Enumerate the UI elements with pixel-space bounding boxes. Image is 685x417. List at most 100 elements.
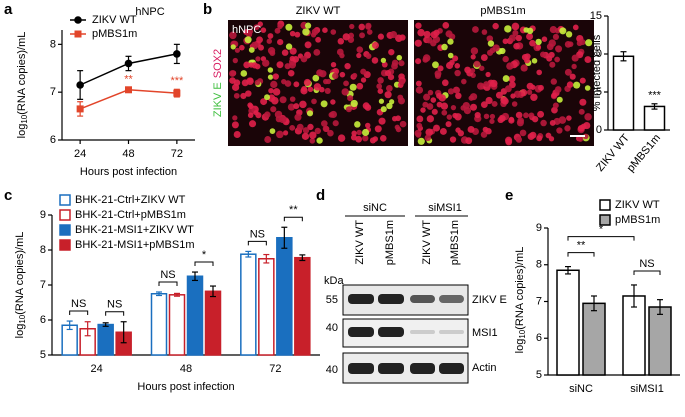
cell — [463, 106, 472, 115]
cell — [515, 136, 523, 143]
cell — [232, 57, 238, 64]
cell — [424, 134, 432, 142]
cell — [257, 21, 264, 27]
cell — [577, 136, 584, 142]
annotation: NS — [160, 269, 175, 281]
cell — [355, 135, 363, 143]
y-tick-label: 8 — [536, 259, 542, 271]
bar — [97, 323, 114, 356]
annotation: * — [202, 249, 207, 261]
cell — [554, 86, 562, 93]
cell — [339, 71, 346, 78]
cell — [519, 129, 527, 137]
cell — [330, 99, 336, 105]
cell — [453, 86, 461, 94]
legend-swatch — [59, 209, 71, 221]
cell — [388, 48, 395, 56]
cell — [541, 36, 548, 42]
cell — [457, 130, 464, 137]
cell — [432, 61, 439, 69]
chart-title: hNPC — [135, 6, 164, 18]
bar — [186, 275, 204, 356]
cell — [324, 87, 331, 94]
cell — [537, 110, 545, 118]
cell — [546, 43, 554, 51]
unit-label: kDa — [324, 275, 344, 287]
cell — [289, 55, 296, 62]
cell — [360, 77, 367, 83]
band-label: Actin — [472, 362, 496, 374]
cell — [447, 38, 454, 45]
x-tick-label: siMSI1 — [630, 383, 664, 395]
cell — [520, 64, 528, 72]
cell — [345, 106, 352, 113]
cell — [469, 93, 478, 101]
cell — [294, 113, 302, 121]
bar — [150, 293, 168, 356]
cell — [232, 115, 238, 121]
bar — [276, 237, 293, 356]
band-label: ZIKV E — [472, 294, 507, 306]
bracket — [69, 310, 89, 316]
marker-label: 40 — [326, 364, 338, 376]
cell — [430, 97, 437, 103]
bracket — [633, 270, 661, 275]
cell — [352, 72, 358, 79]
cell — [269, 128, 276, 135]
cell — [450, 104, 457, 111]
annotation: * — [599, 223, 604, 235]
cell — [386, 102, 393, 110]
cell — [469, 68, 476, 74]
cell — [519, 89, 528, 97]
cell — [516, 119, 524, 127]
cell — [423, 30, 431, 38]
cell — [446, 114, 453, 120]
y-tick-label: 15 — [590, 10, 602, 22]
cell — [573, 81, 581, 89]
cell — [316, 69, 324, 77]
cell — [264, 136, 272, 143]
legend-label: BHK-21-MSI1+pMBS1m — [75, 239, 195, 251]
image-label: hNPC — [232, 24, 261, 36]
cell — [489, 118, 495, 124]
y-tick-label: 6 — [40, 314, 46, 326]
cell — [332, 120, 339, 127]
cell — [243, 61, 251, 69]
label-part: 10 — [20, 114, 29, 123]
cell — [579, 98, 587, 106]
x-tick-label: 72 — [269, 363, 281, 375]
cell — [342, 33, 350, 41]
cell — [504, 25, 512, 33]
cell — [233, 92, 240, 99]
cell — [572, 24, 579, 31]
cell — [470, 47, 479, 55]
x-tick-label: 48 — [122, 148, 134, 160]
cell — [526, 33, 534, 40]
lane-label: pMBS1m — [384, 220, 396, 265]
bar — [204, 290, 222, 356]
cell — [299, 100, 307, 109]
cell — [374, 125, 382, 133]
cell — [267, 74, 274, 80]
legend-label: BHK-21-MSI1+ZIKV WT — [75, 224, 194, 236]
cell — [247, 28, 254, 35]
cell — [296, 123, 304, 131]
image-title: pMBS1m — [480, 5, 525, 17]
cell — [349, 83, 357, 91]
cell — [255, 56, 261, 62]
bar — [240, 253, 257, 356]
cell — [279, 96, 287, 104]
cell — [482, 126, 489, 133]
cell — [350, 99, 358, 108]
cell — [489, 113, 496, 120]
cell — [288, 61, 297, 69]
cell — [510, 93, 516, 99]
cell — [524, 57, 530, 64]
cell — [359, 32, 366, 39]
image-title: ZIKV WT — [296, 5, 341, 17]
marker-label: 55 — [326, 294, 338, 306]
cell — [287, 69, 295, 77]
cell — [477, 82, 485, 90]
bar — [258, 258, 275, 356]
cell — [246, 77, 254, 85]
